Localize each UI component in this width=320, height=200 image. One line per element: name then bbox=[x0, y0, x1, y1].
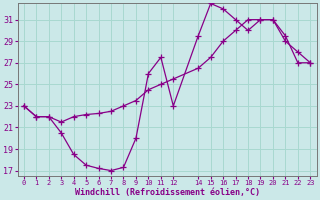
X-axis label: Windchill (Refroidissement éolien,°C): Windchill (Refroidissement éolien,°C) bbox=[75, 188, 260, 197]
